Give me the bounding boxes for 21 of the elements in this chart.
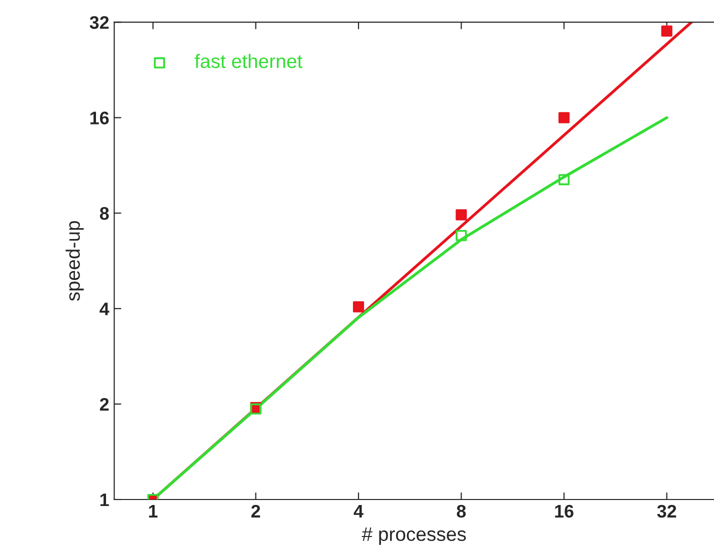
point <box>558 112 570 124</box>
y-axis-title: speed-up <box>66 221 84 301</box>
point <box>661 26 672 37</box>
x-tick-label: 16 <box>555 504 574 518</box>
y-tick-label: 1 <box>100 494 109 506</box>
x-tick-label: 4 <box>354 505 364 518</box>
legend-label: fast ethernet <box>194 54 302 68</box>
point <box>456 230 467 242</box>
y-tick-label: 32 <box>90 16 109 29</box>
x-tick-label: 32 <box>657 504 676 518</box>
point <box>352 301 364 312</box>
y-tick-label: 2 <box>100 398 109 411</box>
x-tick-label: 1 <box>149 505 158 518</box>
y-tick-label: 8 <box>100 207 109 220</box>
y-tick-label: 16 <box>90 112 109 124</box>
y-tick-label: 4 <box>100 302 110 316</box>
x-axis-title: # processes <box>362 528 466 545</box>
x-tick-label: 8 <box>456 504 466 518</box>
point <box>456 209 467 220</box>
point <box>558 174 570 186</box>
x-tick-label: 2 <box>251 504 260 518</box>
